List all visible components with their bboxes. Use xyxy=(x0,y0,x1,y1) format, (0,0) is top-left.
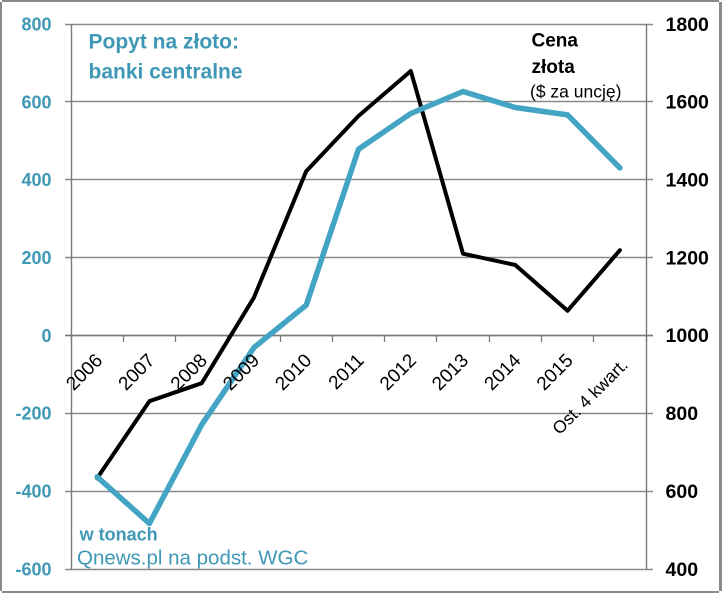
svg-text:400: 400 xyxy=(666,559,699,581)
svg-text:1600: 1600 xyxy=(666,92,710,114)
svg-text:1000: 1000 xyxy=(666,325,710,347)
svg-text:Qnews.pl na podst. WGC: Qnews.pl na podst. WGC xyxy=(77,547,308,570)
svg-text:-200: -200 xyxy=(15,404,51,424)
svg-text:1200: 1200 xyxy=(666,247,710,269)
svg-text:w tonach: w tonach xyxy=(79,525,158,545)
svg-text:-400: -400 xyxy=(15,482,51,502)
svg-text:1400: 1400 xyxy=(666,170,710,192)
svg-text:600: 600 xyxy=(21,92,51,112)
svg-text:Popyt na złoto:: Popyt na złoto: xyxy=(89,31,240,54)
svg-text:Cena: Cena xyxy=(532,31,579,52)
svg-text:złota: złota xyxy=(532,57,576,78)
svg-text:1800: 1800 xyxy=(666,14,710,36)
svg-text:200: 200 xyxy=(21,248,51,268)
svg-text:banki centralne: banki centralne xyxy=(89,61,243,84)
svg-text:-600: -600 xyxy=(15,559,51,579)
svg-text:0: 0 xyxy=(41,326,51,346)
svg-text:800: 800 xyxy=(21,14,51,34)
svg-text:800: 800 xyxy=(666,403,699,425)
svg-text:($ za uncję): ($ za uncję) xyxy=(530,82,621,102)
svg-text:600: 600 xyxy=(666,481,699,503)
svg-text:400: 400 xyxy=(21,170,51,190)
